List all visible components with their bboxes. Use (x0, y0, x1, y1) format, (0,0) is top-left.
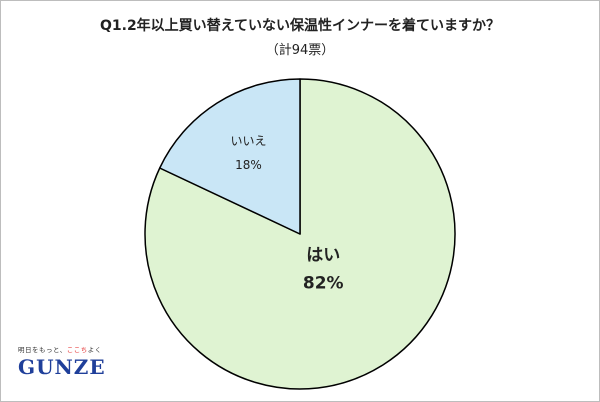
pie-slice-no (159, 78, 301, 235)
logo-tagline-tail: よく (87, 346, 102, 354)
pie-labels: はい 82% いいえ 18% (230, 134, 343, 294)
slice-label-no: いいえ (230, 134, 266, 148)
gunze-logo: 明日をもっと、ここちよく GUNZE (18, 344, 138, 379)
slice-label-yes: はい (306, 246, 340, 266)
slice-percent-yes: 82% (303, 274, 344, 294)
logo-wordmark: GUNZE (18, 355, 106, 379)
chart-title: Q1.2年以上買い替えていない保温性インナーを着ていますか？ (99, 18, 500, 34)
chart-subtitle: （計94票） (265, 43, 335, 58)
logo-tagline: 明日をもっと、ここちよく (18, 344, 138, 354)
slice-percent-no: 18% (235, 158, 262, 172)
pie-slices (144, 78, 456, 390)
logo-tagline-highlight: ここち (66, 346, 88, 354)
logo-tagline-text: 明日をもっと、 (18, 346, 67, 354)
